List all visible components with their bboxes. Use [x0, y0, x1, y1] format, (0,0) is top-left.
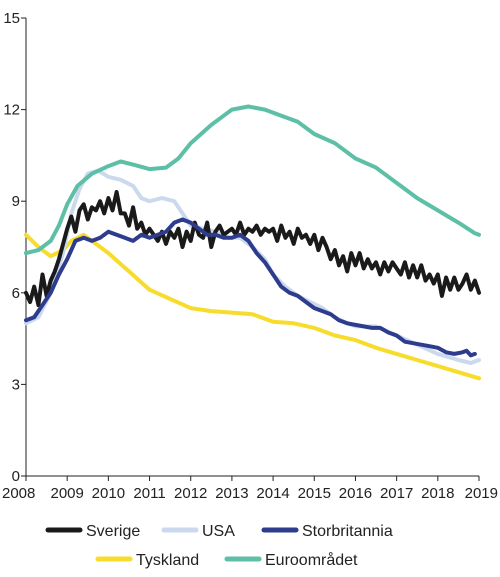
x-tick-label: 2011: [133, 485, 165, 502]
axes: [25, 18, 479, 477]
series-layer: [24, 104, 481, 381]
x-tick-label: 2010: [92, 485, 125, 502]
x-tick-label: 2016: [339, 485, 372, 502]
y-tick-label: 3: [12, 376, 20, 393]
y-tick-label: 6: [12, 285, 20, 302]
series-line-storbritannia: [24, 217, 477, 358]
x-tick-label: 2018: [421, 485, 454, 502]
x-tick-label: 2014: [256, 485, 289, 502]
y-tick-label: 0: [12, 468, 20, 485]
legend-label: USA: [202, 523, 235, 540]
x-tick-label: 2009: [50, 485, 83, 502]
legend: Sverige USA Storbritannia Tyskland Euroområd…: [45, 523, 393, 569]
legend-label: Storbritannia: [302, 523, 393, 540]
x-tick-label: 2019: [465, 485, 498, 502]
x-tick-label: 2015: [298, 485, 331, 502]
x-tick-label: 2013: [215, 485, 248, 502]
series-line-euroomradet: [24, 104, 481, 256]
y-tick-label: 12: [3, 102, 20, 119]
legend-label: Tyskland: [136, 552, 199, 569]
y-tick-label: 9: [12, 193, 20, 210]
series-line-tyskland: [24, 232, 481, 381]
x-tick-label: 2012: [174, 485, 207, 502]
x-tick-label: 2008: [2, 485, 35, 502]
x-ticks: 2008 2009 2010 2011 2012 2013 2014 2015 2016 2017…: [2, 476, 498, 502]
series-line-sverige: [24, 190, 481, 307]
y-ticks: 0 3 6 9 12 15: [3, 10, 26, 485]
legend-label: Sverige: [86, 523, 140, 540]
x-tick-label: 2017: [380, 485, 413, 502]
legend-label: Euroområdet: [265, 551, 358, 569]
y-tick-label: 15: [3, 10, 20, 27]
